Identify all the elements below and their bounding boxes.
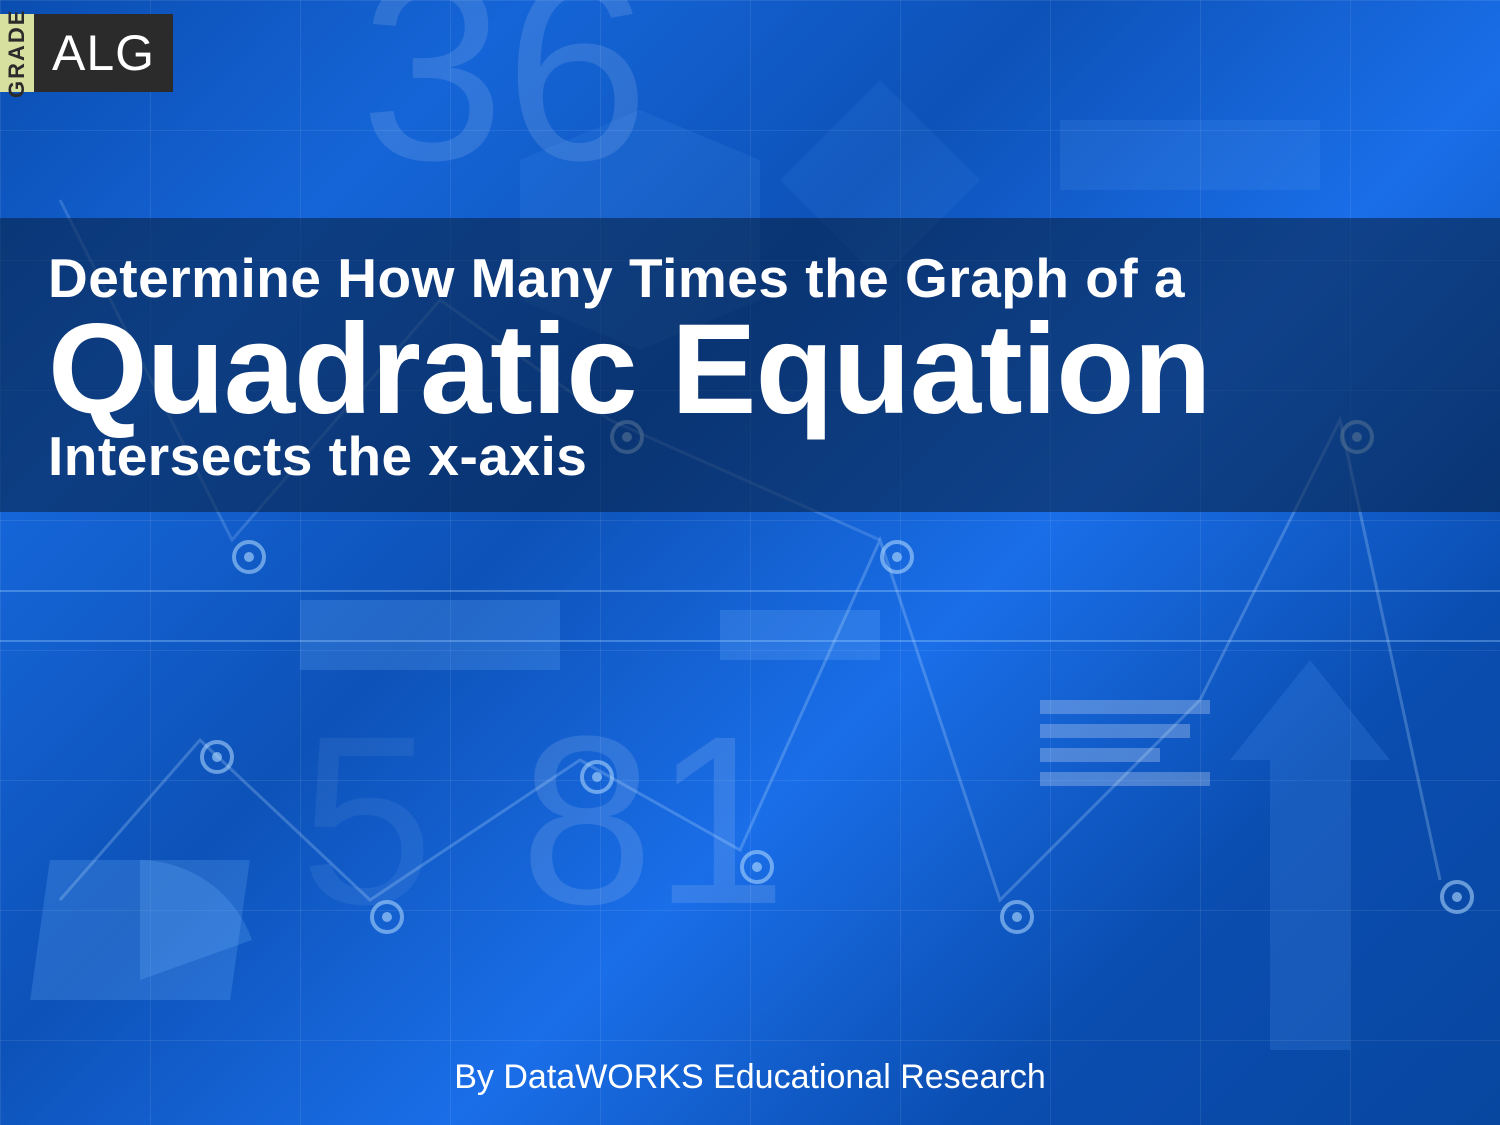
bullseye-icon [1440,880,1474,914]
grade-label: GRADE [0,14,34,92]
title-line-2: Quadratic Equation [48,303,1452,437]
bullseye-icon [580,760,614,794]
bullseye-icon [370,900,404,934]
bullseye-icon [200,740,234,774]
subject-code: ALG [34,14,173,92]
deco-shapes [0,0,1500,1125]
grade-badge: GRADE ALG [0,14,173,92]
slide: 36 81 5 [0,0,1500,1125]
title-band: Determine How Many Times the Graph of a … [0,218,1500,512]
credit-line: By DataWORKS Educational Research [0,1058,1500,1097]
bullseye-icon [232,540,266,574]
bullseye-icon [880,540,914,574]
bullseye-icon [1000,900,1034,934]
bullseye-icon [740,850,774,884]
